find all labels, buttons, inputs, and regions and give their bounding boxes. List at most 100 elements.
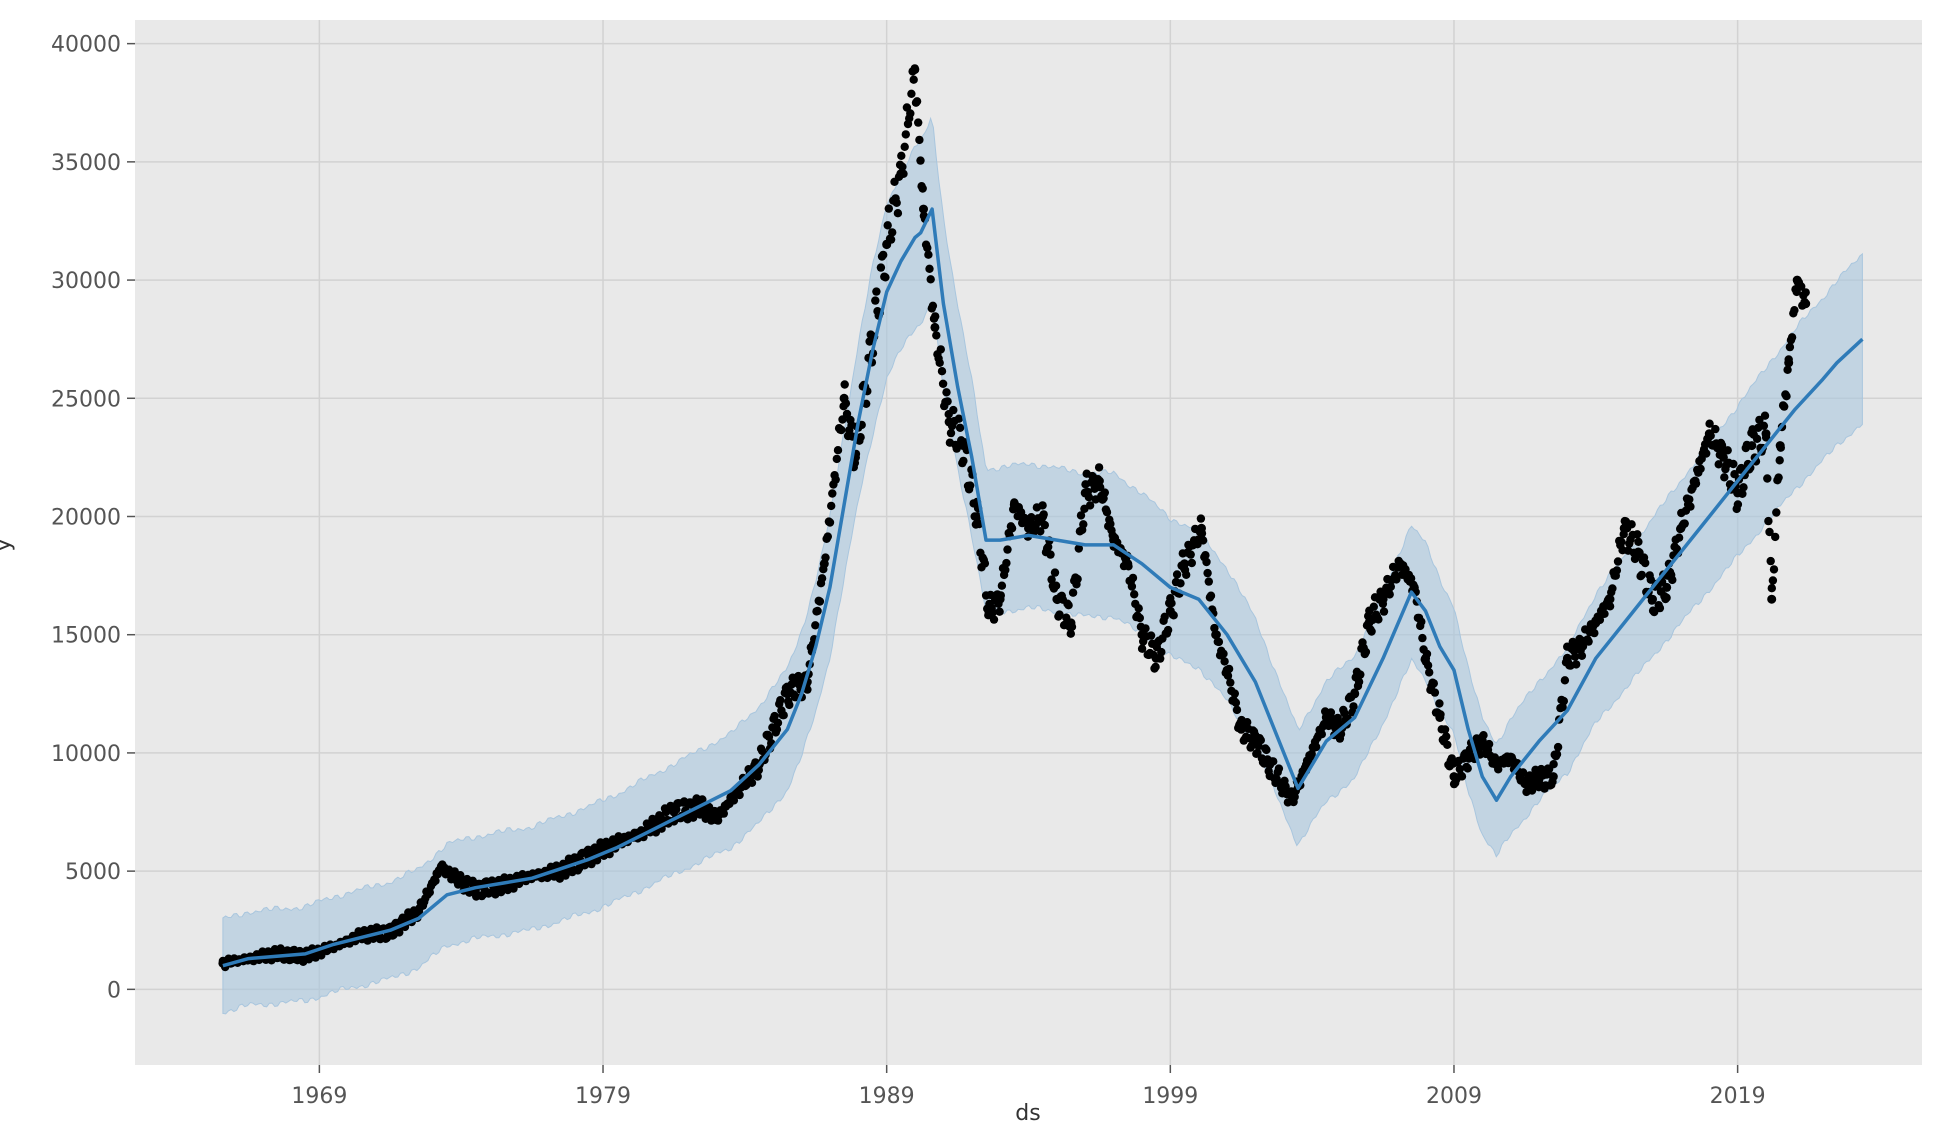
observed-point [1395, 559, 1405, 569]
observed-point [912, 97, 922, 106]
observed-point [919, 204, 928, 214]
observed-point [1435, 713, 1445, 722]
observed-point [1202, 557, 1211, 567]
observed-point [1763, 474, 1772, 483]
observed-point [1044, 542, 1053, 552]
x-tick-label: 1989 [859, 1084, 915, 1109]
observed-point [932, 331, 941, 340]
observed-point [1423, 661, 1433, 670]
observed-point [1685, 495, 1694, 504]
observed-point [989, 615, 999, 624]
observed-point [955, 423, 965, 432]
observed-point [938, 379, 948, 388]
observed-point [1648, 594, 1657, 604]
observed-point [819, 559, 829, 569]
observed-point [1662, 593, 1671, 602]
observed-point [1146, 631, 1156, 640]
observed-point [1085, 501, 1095, 510]
observed-point [1406, 574, 1416, 583]
observed-point [949, 405, 958, 415]
observed-point [1230, 689, 1240, 698]
observed-point [1613, 557, 1623, 566]
observed-point [1206, 591, 1216, 600]
y-tick-label: 25000 [51, 387, 121, 412]
observed-point [1705, 419, 1714, 428]
observed-point [772, 725, 782, 734]
observed-point [1801, 299, 1811, 309]
observed-point [1046, 550, 1055, 559]
observed-point [997, 581, 1007, 590]
observed-point [1109, 535, 1119, 545]
observed-point [1137, 630, 1147, 640]
observed-point [1686, 502, 1695, 511]
observed-point [1674, 533, 1684, 542]
observed-point [1002, 558, 1011, 568]
observed-point [1076, 511, 1086, 520]
observed-point [1633, 530, 1642, 539]
observed-point [914, 118, 923, 127]
observed-point [916, 156, 925, 165]
y-tick-label: 40000 [51, 33, 121, 58]
observed-point [1361, 647, 1371, 657]
observed-point [1714, 460, 1723, 469]
observed-point [1492, 760, 1501, 770]
observed-point [935, 358, 944, 367]
observed-point [1165, 606, 1175, 616]
observed-point [1354, 677, 1364, 686]
observed-point [1123, 559, 1133, 569]
observed-point [1417, 617, 1426, 626]
observed-point [1655, 603, 1665, 613]
observed-point [1787, 333, 1797, 342]
observed-point [930, 322, 940, 332]
observed-point [1182, 570, 1191, 579]
observed-point [1220, 657, 1229, 666]
observed-point [1265, 760, 1275, 770]
observed-point [764, 732, 774, 741]
observed-point [776, 696, 785, 705]
observed-point [831, 475, 840, 484]
observed-point [946, 428, 956, 438]
observed-point [1723, 446, 1732, 455]
x-tick-label: 1969 [291, 1084, 347, 1109]
observed-point [1520, 779, 1530, 789]
observed-point [1106, 519, 1115, 529]
observed-point [1226, 678, 1235, 687]
observed-point [825, 518, 835, 527]
observed-point [1552, 750, 1562, 759]
observed-point [1094, 463, 1104, 472]
observed-point [1634, 537, 1643, 546]
observed-point [1214, 637, 1224, 647]
observed-point [1409, 582, 1419, 592]
observed-point [937, 367, 947, 376]
observed-point [1066, 629, 1076, 638]
observed-point [712, 814, 721, 824]
observed-points [218, 64, 1811, 972]
observed-point [1549, 760, 1558, 769]
observed-point [1302, 760, 1311, 770]
observed-point [785, 700, 794, 710]
observed-point [1463, 753, 1473, 763]
observed-point [1429, 679, 1439, 688]
observed-point [1718, 452, 1728, 462]
observed-point [896, 169, 906, 179]
y-axis-ticks: 0 5000 10000 15000 20000 25000 30000 35000 40000 [51, 33, 135, 1003]
observed-point [837, 425, 846, 435]
observed-point [1668, 575, 1677, 585]
observed-point [1350, 689, 1360, 699]
observed-point [954, 414, 964, 423]
observed-point [906, 109, 915, 118]
observed-point [1163, 625, 1173, 635]
observed-point [980, 559, 990, 568]
x-axis-label: ds [1015, 1101, 1040, 1126]
observed-point [1349, 702, 1358, 711]
y-tick-label: 15000 [51, 624, 121, 649]
observed-point [1443, 740, 1452, 749]
observed-point [1001, 565, 1010, 575]
observed-point [872, 287, 881, 296]
y-tick-label: 0 [107, 978, 121, 1003]
observed-point [1752, 434, 1762, 443]
observed-point [1562, 653, 1572, 663]
observed-point [431, 876, 440, 885]
observed-point [876, 263, 886, 272]
x-axis-ticks: 1969 1979 1989 1999 2009 2019 [291, 1065, 1766, 1109]
